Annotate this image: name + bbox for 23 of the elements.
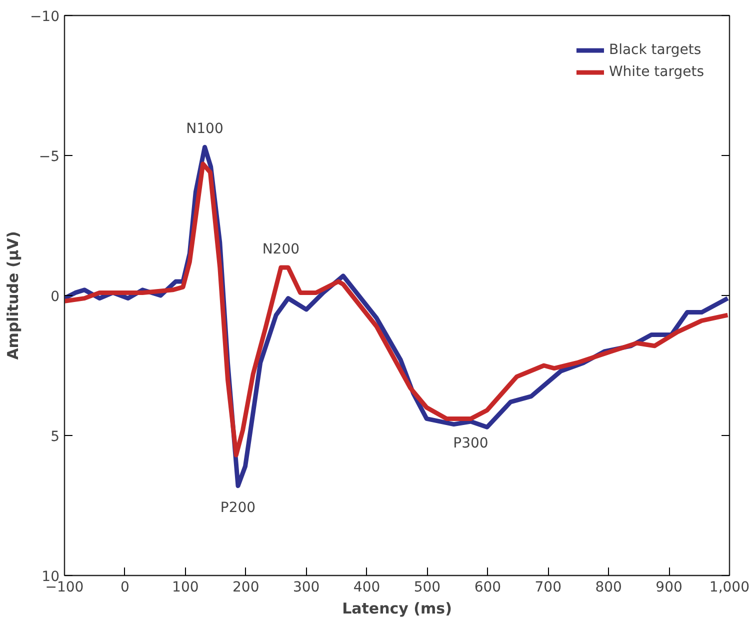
legend-label: Black targets: [608, 42, 702, 58]
y-axis-title: Amplitude (µV): [4, 231, 22, 360]
x-tick-label: 900: [656, 580, 682, 596]
y-tick-label: −10: [30, 9, 60, 25]
x-tick-label: 800: [595, 580, 622, 596]
x-tick-label: 700: [534, 580, 562, 596]
y-tick-label: 0: [50, 289, 60, 305]
x-tick-label: 400: [353, 580, 380, 596]
annotation: P200: [220, 500, 256, 516]
x-tick-label: 0: [120, 580, 130, 596]
x-tick-label: 600: [474, 580, 502, 596]
x-tick-label: 300: [292, 580, 320, 596]
y-tick-label: 5: [50, 429, 60, 445]
y-tick-label: −5: [38, 149, 60, 165]
x-tick-label: 100: [172, 580, 199, 596]
annotation: N200: [262, 242, 300, 258]
x-axis-title: Latency (ms): [342, 600, 452, 618]
x-tick-label: 1,000: [709, 580, 749, 596]
x-tick-label: 500: [414, 580, 441, 596]
x-tick-label: 200: [232, 580, 260, 596]
annotation: P300: [453, 436, 488, 452]
legend-label: White targets: [608, 64, 704, 80]
annotation: N100: [186, 121, 224, 138]
